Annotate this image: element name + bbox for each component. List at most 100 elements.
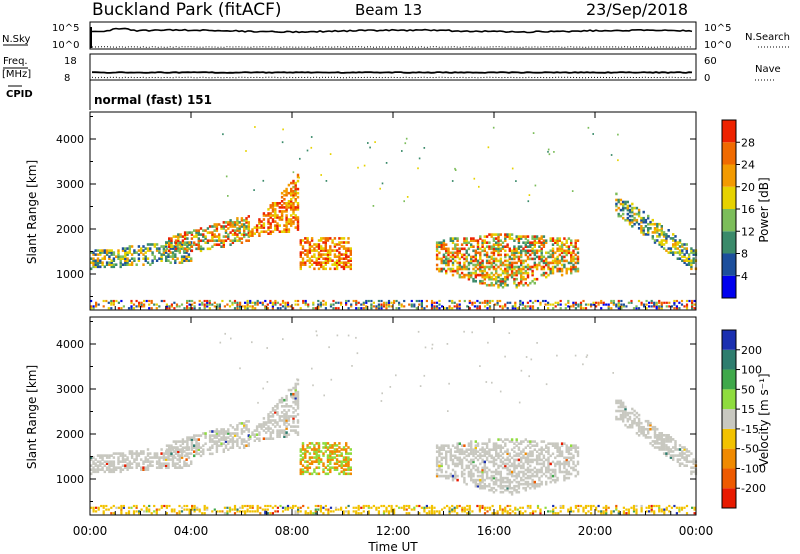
power-echo-cell [447, 247, 450, 251]
velocity-echo-cell [678, 510, 681, 513]
power-echo-cell [108, 255, 111, 258]
velocity-echo-cell [517, 484, 521, 488]
power-echo-cell [515, 273, 518, 277]
power-echo-cell [239, 307, 242, 310]
power-echo-cell [673, 307, 676, 310]
velocity-echo-cell [551, 442, 555, 445]
velocity-echo-cell [137, 462, 141, 465]
velocity-echo-cell [211, 434, 214, 437]
velocity-echo-cell [529, 442, 532, 445]
power-echo-cell [99, 249, 102, 252]
power-echo-cell [302, 299, 305, 303]
velocity-echo-cell [342, 458, 346, 461]
power-echo-cell [504, 235, 507, 238]
power-echo-cell [465, 251, 468, 255]
velocity-echo-cell [570, 458, 573, 462]
velocity-echo-cell [296, 396, 300, 400]
velocity-echo-cell [146, 458, 150, 461]
power-echo-cell [673, 299, 676, 303]
power-echo-cell [513, 251, 516, 255]
power-echo-cell [442, 253, 446, 257]
velocity-echo-cell [559, 510, 562, 513]
velocity-echo-cell [317, 456, 321, 459]
power-echo-cell [294, 299, 297, 303]
power-echo-cell [435, 241, 439, 244]
velocity-echo-cell [665, 436, 668, 439]
velocity-echo-cell [449, 456, 452, 460]
velocity-echo-cell [244, 510, 247, 513]
power-echo-cell [218, 243, 221, 246]
power-echo-cell [640, 231, 643, 234]
power-echo-cell [497, 283, 500, 287]
velocity-echo-cell [382, 512, 386, 515]
velocity-echo-cell [481, 478, 484, 482]
power-echo-cell [448, 305, 451, 308]
power-echo-cell [199, 249, 203, 253]
power-colorbar-label: Power [dB] [757, 177, 771, 242]
power-echo-cell [547, 267, 550, 271]
velocity-echo-cell [377, 506, 380, 509]
velocity-echo-cell [529, 486, 532, 490]
power-echo-cell [558, 269, 561, 273]
power-echo-cell [492, 253, 496, 257]
velocity-echo-cell [222, 442, 225, 445]
velocity-echo-cell [514, 512, 517, 515]
power-echo-cell [470, 243, 473, 246]
velocity-echo-cell [497, 478, 500, 482]
power-echo-cell [329, 305, 333, 308]
power-echo-cell [504, 279, 507, 283]
velocity-echo-cell [296, 405, 300, 408]
velocity-echo-cell [597, 510, 600, 513]
power-echo-cell [535, 235, 539, 238]
power-echo-cell [592, 301, 595, 304]
velocity-echo-cell [99, 464, 102, 467]
power-echo-cell [448, 299, 451, 303]
velocity-colorbar-swatch [722, 428, 736, 449]
velocity-echo-cell [501, 508, 504, 511]
power-echo-cell [96, 265, 100, 269]
power-echo-cell [193, 235, 196, 238]
power-echo-cell [547, 301, 550, 304]
power-echo-cell [130, 245, 134, 248]
power-echo-cell [220, 241, 223, 244]
power-echo-cell [511, 167, 514, 170]
velocity-echo-cell [345, 442, 348, 445]
power-echo-cell [510, 253, 514, 257]
velocity-echo-cell [570, 466, 573, 470]
velocity-echo-cell [403, 508, 406, 511]
velocity-echo-cell [319, 506, 322, 509]
velocity-echo-cell [513, 478, 516, 482]
velocity-echo-cell [685, 504, 689, 508]
power-echo-cell [349, 263, 352, 266]
power-echo-cell [190, 249, 194, 253]
power-echo-cell [647, 231, 650, 234]
power-echo-cell [545, 263, 548, 267]
power-echo-cell [144, 247, 147, 250]
power-echo-cell [374, 141, 376, 143]
power-echo-cell [324, 257, 327, 260]
velocity-echo-cell [651, 427, 654, 431]
power-echo-cell [435, 307, 439, 310]
velocity-echo-cell [488, 482, 491, 486]
velocity-echo-cell [149, 456, 152, 459]
power-echo-cell [308, 259, 312, 262]
power-echo-cell [340, 265, 343, 269]
velocity-echo-cell [492, 446, 496, 449]
power-echo-cell [296, 179, 300, 183]
power-echo-cell [296, 204, 300, 207]
velocity-echo-cell [222, 428, 225, 431]
velocity-echo-cell [162, 452, 166, 455]
power-echo-cell [435, 247, 439, 251]
power-echo-cell [423, 147, 426, 149]
velocity-echo-cell [174, 448, 178, 451]
velocity-echo-cell [440, 448, 443, 451]
velocity-echo-cell [246, 508, 249, 511]
velocity-echo-cell [515, 438, 518, 441]
velocity-echo-cell [188, 508, 191, 511]
power-echo-cell [395, 307, 398, 310]
power-echo-cell [667, 235, 670, 238]
velocity-echo-cell [271, 409, 275, 412]
power-echo-cell [635, 305, 638, 308]
power-echo-cell [447, 261, 450, 265]
power-echo-cell [96, 261, 100, 264]
